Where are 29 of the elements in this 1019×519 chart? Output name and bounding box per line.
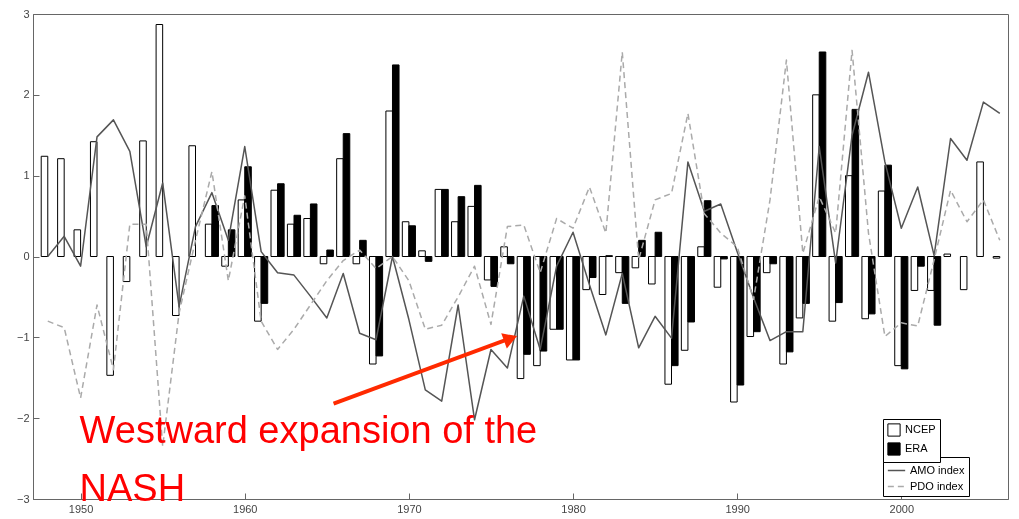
- bar: [106, 256, 114, 376]
- legend-label: NCEP: [905, 423, 936, 435]
- bar: [976, 161, 984, 257]
- bar: [40, 155, 49, 257]
- x-tick-label: 1980: [561, 502, 586, 515]
- legend-label: AMO index: [910, 463, 965, 476]
- x-tick-label: 1990: [725, 502, 750, 515]
- bar: [188, 145, 196, 257]
- bar: [89, 141, 98, 257]
- bar: [631, 256, 640, 269]
- y-tick-label: −1: [16, 330, 30, 343]
- y-tick-label: −2: [16, 411, 30, 424]
- y-tick-label: −3: [16, 492, 30, 505]
- y-tick-label: 1: [23, 169, 30, 182]
- y-tick-label: 3: [23, 7, 30, 20]
- bar: [57, 158, 65, 257]
- bar: [155, 24, 164, 257]
- y-tick-label: 0: [23, 250, 30, 262]
- bar: [959, 256, 968, 291]
- legend-label: ERA: [905, 442, 929, 454]
- bar: [943, 253, 952, 257]
- x-tick-label: 1950: [68, 502, 94, 515]
- bar: [73, 229, 82, 257]
- x-tick-label: 1960: [233, 502, 258, 515]
- x-tick-label: 1970: [397, 502, 422, 515]
- y-tick-label: 2: [23, 88, 30, 101]
- bar: [139, 140, 147, 257]
- legend-label: PDO index: [910, 479, 964, 492]
- x-tick-label: 2000: [889, 502, 915, 515]
